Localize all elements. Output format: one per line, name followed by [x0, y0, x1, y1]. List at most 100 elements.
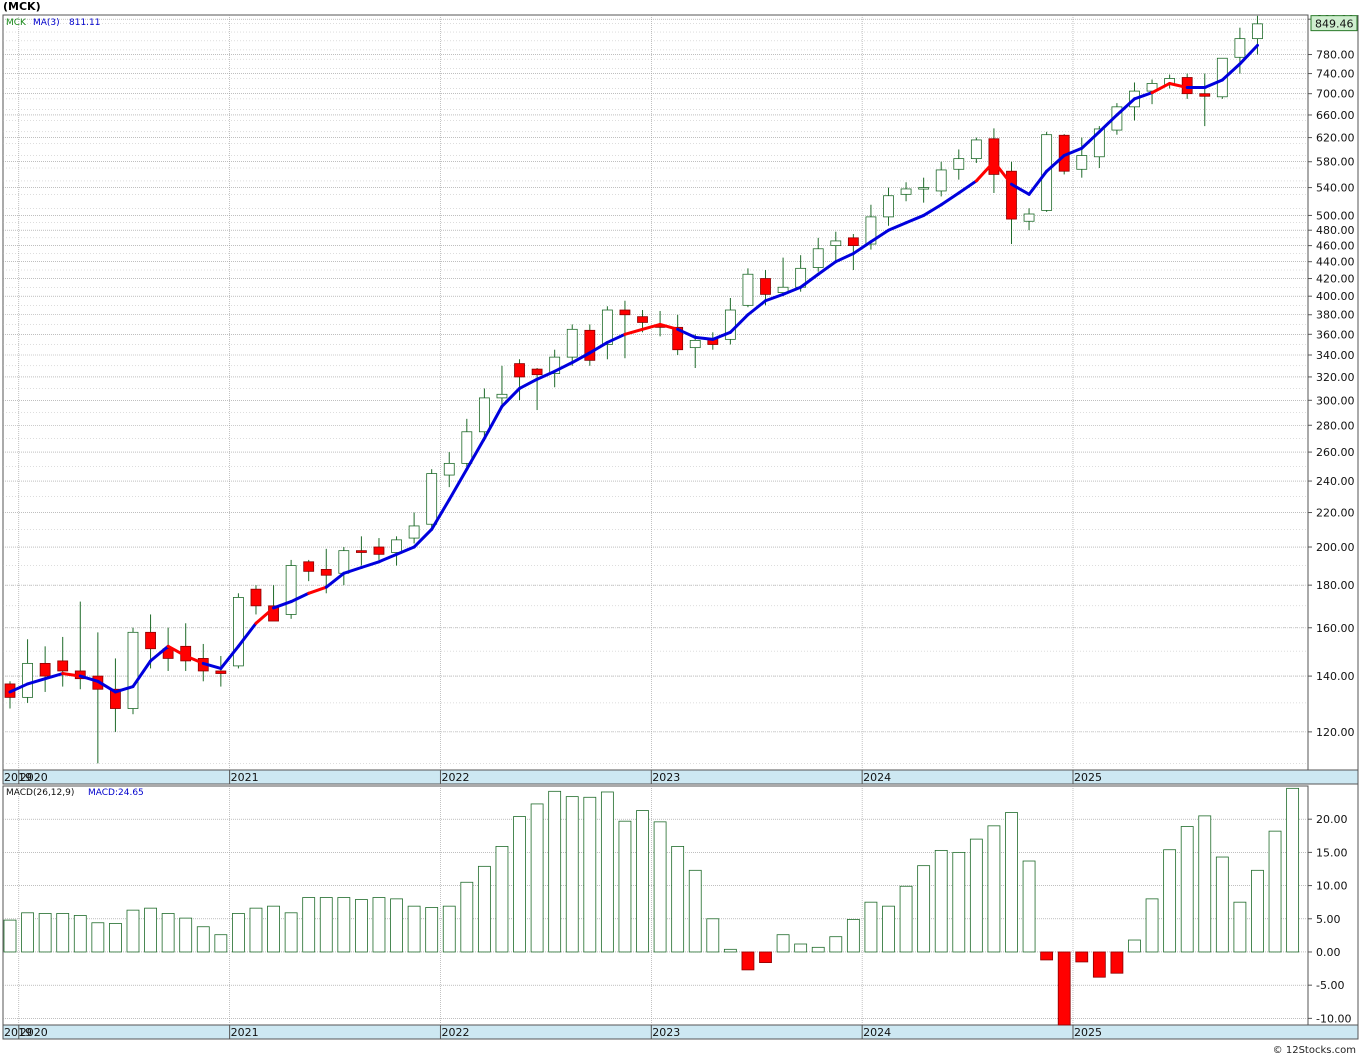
macd-bar: [3, 919, 17, 953]
macd-bar: [934, 849, 948, 953]
candle-body: [865, 216, 877, 245]
macd-bar: [126, 909, 140, 953]
macd-bar: [565, 796, 579, 953]
macd-bar: [495, 846, 509, 953]
macd-bar: [600, 791, 614, 953]
ma-line-segment: [1097, 113, 1119, 134]
price-tick-label: 780.00: [1316, 49, 1355, 62]
price-tick-label: 260.00: [1316, 446, 1355, 459]
ma-line-segment: [693, 335, 715, 341]
macd-date-band: [2, 1024, 1359, 1040]
candle-body: [918, 187, 930, 190]
candle-body: [566, 328, 578, 358]
ma-line-segment: [641, 322, 662, 331]
ma-line-segment: [1168, 81, 1189, 90]
ma-line-segment: [395, 545, 416, 556]
candle-body: [637, 316, 648, 323]
price-tick-label: 620.00: [1316, 132, 1355, 145]
candle-body: [883, 195, 894, 218]
candle-body: [39, 662, 51, 677]
price-tick-label: 420.00: [1316, 273, 1355, 286]
ma-line-segment: [711, 330, 732, 341]
candle-body: [988, 138, 1000, 175]
macd-bar: [794, 943, 808, 953]
ma-line-segment: [149, 644, 170, 663]
macd-bar: [618, 820, 632, 953]
price-tick-label: 540.00: [1316, 182, 1355, 195]
macd-bar: [1286, 787, 1300, 953]
ma-line-segment: [324, 571, 346, 589]
macd-bar: [407, 905, 421, 953]
price-tick-label: 240.00: [1316, 475, 1355, 488]
ma-line-segment: [1009, 182, 1031, 196]
year-label: 2020: [20, 1026, 48, 1039]
candle-body: [145, 631, 156, 650]
candle-body: [461, 431, 473, 464]
year-label: 2023: [652, 771, 680, 784]
macd-bar: [1198, 815, 1212, 953]
ma-line-segment: [342, 565, 363, 575]
macd-bar: [1075, 951, 1089, 963]
candle-body: [1199, 93, 1211, 97]
ma-line-segment: [26, 677, 47, 686]
last-price-box: [1310, 15, 1358, 32]
candle-body: [303, 561, 315, 572]
macd-bar: [1215, 856, 1229, 953]
macd-value: MACD:24.65: [88, 788, 144, 798]
candle-body: [760, 278, 771, 295]
macd-bar: [688, 869, 702, 953]
candle-body: [127, 631, 139, 709]
candle-body: [531, 368, 543, 376]
macd-tick-label: 20.00: [1316, 813, 1348, 826]
macd-bar: [759, 951, 772, 963]
candle-body: [935, 169, 947, 192]
macd-bar: [337, 897, 351, 953]
price-tick-label: 160.00: [1316, 622, 1355, 635]
ma-line-segment: [430, 498, 451, 531]
macd-label: MACD(26,12,9): [6, 788, 74, 798]
price-tick-label: 700.00: [1316, 88, 1355, 101]
candle-body: [496, 393, 508, 399]
price-tick-label: 460.00: [1316, 240, 1355, 253]
macd-bar: [73, 915, 87, 953]
macd-bar: [232, 913, 245, 953]
ma-line-segment: [939, 191, 961, 207]
candle-body: [619, 309, 631, 316]
macd-tick-label: 10.00: [1316, 880, 1348, 893]
ma-line-segment: [272, 600, 293, 610]
price-date-band: [2, 769, 1359, 785]
macd-bar: [636, 810, 649, 953]
macd-bar: [882, 905, 895, 953]
ma-line-segment: [500, 386, 522, 408]
macd-bar: [1110, 951, 1124, 974]
price-tick-label: 340.00: [1316, 349, 1355, 362]
candle-body: [724, 309, 736, 340]
ma-line-segment: [201, 661, 223, 670]
year-label: 2025: [1074, 771, 1102, 784]
macd-bar: [390, 898, 403, 953]
candle-body: [162, 648, 174, 659]
ma-line-segment: [851, 240, 873, 256]
macd-bar: [513, 816, 526, 953]
candle-body: [355, 550, 367, 553]
candle-body: [373, 546, 385, 555]
macd-bar: [811, 946, 825, 953]
macd-bar: [319, 897, 333, 953]
copyright-text: © 12Stocks.com: [1272, 1045, 1356, 1056]
candle-body: [22, 662, 33, 698]
macd-bar: [1057, 951, 1071, 1026]
year-label: 2022: [441, 771, 469, 784]
macd-bar: [1005, 812, 1018, 953]
ma-line-segment: [974, 160, 996, 183]
candle-body: [57, 660, 69, 672]
macd-tick-label: -10.00: [1316, 1012, 1351, 1025]
ma-line-segment: [166, 644, 188, 658]
candle-body: [953, 158, 965, 170]
ma-line-segment: [1132, 91, 1154, 101]
macd-bar: [530, 803, 544, 953]
ma-line-segment: [1150, 81, 1172, 95]
candle-body: [1216, 57, 1228, 98]
candle-body: [900, 188, 912, 195]
candle-body: [215, 670, 227, 674]
macd-bar: [302, 897, 316, 953]
